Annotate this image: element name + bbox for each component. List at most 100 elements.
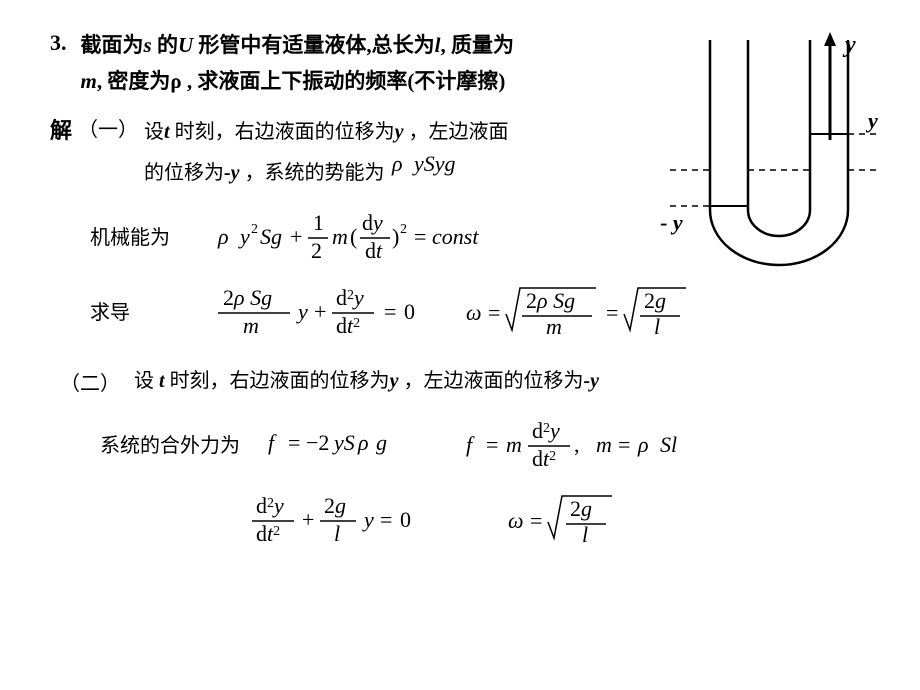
txt: 时刻，右边液面的位移为	[165, 370, 390, 392]
txt: 截面为	[81, 33, 144, 57]
svg-text:d2y: d2y	[532, 418, 560, 443]
svg-text:+: +	[302, 507, 314, 532]
var-rho: ρ	[170, 69, 181, 93]
var-my2: -y	[583, 370, 599, 392]
var-s: s	[144, 33, 152, 57]
eq-diff: 2ρ Sg m y + d2y dt2 = 0	[218, 281, 448, 339]
txt: , 密度为	[97, 69, 171, 93]
label-derivative: 求导	[90, 296, 200, 325]
txt: 形管中有适量液体,总长为	[193, 33, 435, 57]
svg-text:ω: ω	[466, 300, 482, 325]
svg-text:0: 0	[400, 507, 411, 532]
svg-text:m: m	[243, 313, 259, 338]
svg-text:,: ,	[574, 432, 580, 457]
svg-text:y: y	[238, 224, 250, 249]
eq-diff2: d2y dt2 + 2g l y = 0	[250, 489, 460, 547]
svg-text:=: =	[380, 507, 392, 532]
txt: 时刻，右边液面的位移为	[170, 121, 395, 143]
svg-text:2ρ Sg: 2ρ Sg	[223, 285, 272, 310]
problem-number: 3.	[50, 30, 67, 56]
eq-omega-2: ω = 2g l	[508, 486, 658, 550]
svg-text:ρ: ρ	[217, 224, 229, 249]
svg-text:dy: dy	[362, 210, 383, 235]
txt: ，系统的势能为	[240, 162, 385, 184]
svg-text:m: m	[546, 314, 562, 339]
svg-text:ω: ω	[508, 508, 524, 533]
svg-text:l: l	[334, 521, 340, 546]
eq-potential-energy: ρ ySyg	[390, 151, 480, 179]
svg-text:2: 2	[311, 238, 322, 263]
svg-text:ρ: ρ	[357, 430, 369, 455]
svg-text:ySyg: ySyg	[412, 151, 456, 176]
txt: 的位移为	[144, 162, 224, 184]
svg-text:ρ: ρ	[391, 151, 403, 176]
svg-text:dt2: dt2	[336, 313, 360, 338]
minus-y-label: - y	[660, 210, 683, 235]
svg-text:l: l	[582, 522, 588, 547]
svg-text:2ρ Sg: 2ρ Sg	[526, 288, 575, 313]
var-m: m	[81, 69, 97, 93]
svg-text:d2y: d2y	[336, 285, 364, 310]
svg-text:Sl: Sl	[660, 432, 677, 457]
svg-text:=: =	[384, 299, 396, 324]
svg-text:−2: −2	[306, 430, 329, 455]
eq-mechanical-energy: ρ y 2 Sg + 1 2 m ( dy dt ) 2 = const	[218, 206, 518, 264]
svg-text:const: const	[432, 224, 479, 249]
eq-newton: f = m d2y dt2 , m = ρ Sl	[466, 414, 746, 472]
svg-text:y: y	[296, 299, 308, 324]
txt: 的	[152, 33, 178, 57]
solution-text-1: 设t 时刻，右边液面的位移为y ，左边液面 的位移为-y ，系统的势能为 ρ y…	[144, 113, 508, 192]
problem-statement: 截面为s 的U 形管中有适量液体,总长为l, 质量为 m, 密度为ρ , 求液面…	[81, 28, 514, 99]
svg-text:dt2: dt2	[256, 521, 280, 546]
eq-force: f = −2 yS ρ g	[268, 424, 448, 462]
svg-text:1: 1	[313, 210, 324, 235]
txt: , 质量为	[440, 33, 514, 57]
svg-text:+: +	[314, 299, 326, 324]
svg-text:=: =	[288, 430, 300, 455]
method-two-label: （二）	[60, 367, 120, 396]
svg-text:Sg: Sg	[260, 224, 282, 249]
svg-text:): )	[392, 224, 399, 249]
svg-text:=: =	[530, 508, 542, 533]
label-energy: 机械能为	[90, 221, 200, 250]
txt: ，左边液面	[403, 121, 508, 143]
svg-text:2g: 2g	[644, 288, 666, 313]
svg-text:l: l	[654, 314, 660, 339]
txt: 设	[144, 121, 164, 143]
y-right-label: y	[865, 108, 878, 133]
svg-text:2: 2	[251, 222, 258, 237]
svg-text:m: m	[332, 224, 348, 249]
u-tube-diagram: y y - y	[650, 30, 890, 280]
svg-text:d2y: d2y	[256, 493, 284, 518]
solution-label: 解	[50, 113, 72, 145]
svg-text:dt2: dt2	[532, 446, 556, 471]
var-U: U	[178, 33, 193, 57]
svg-text:=: =	[618, 432, 630, 457]
svg-text:2: 2	[400, 222, 407, 237]
solution-text-2: 设 t 时刻，右边液面的位移为y ，左边液面的位移为-y	[134, 362, 599, 400]
label-force: 系统的合外力为	[100, 429, 250, 458]
svg-text:f: f	[268, 430, 277, 455]
svg-text:g: g	[376, 430, 387, 455]
svg-text:=: =	[606, 300, 618, 325]
svg-text:m: m	[506, 432, 522, 457]
u-tube-svg: y y - y	[650, 30, 890, 280]
svg-text:y: y	[362, 507, 374, 532]
txt: ，左边液面的位移为	[398, 370, 583, 392]
svg-text:ρ: ρ	[637, 432, 649, 457]
svg-text:=: =	[488, 300, 500, 325]
svg-text:+: +	[290, 224, 302, 249]
method-one-label: （一）	[78, 113, 138, 142]
svg-text:yS: yS	[332, 430, 355, 455]
svg-text:=: =	[414, 224, 426, 249]
svg-text:=: =	[486, 432, 498, 457]
svg-text:m: m	[596, 432, 612, 457]
txt: , 求液面上下振动的频率(不计摩擦)	[182, 69, 506, 93]
svg-text:dt: dt	[365, 238, 383, 263]
txt: 设	[134, 370, 159, 392]
svg-text:2g: 2g	[324, 493, 346, 518]
svg-text:2g: 2g	[570, 496, 592, 521]
svg-text:0: 0	[404, 299, 415, 324]
var-my: -y	[224, 162, 240, 184]
svg-text:(: (	[350, 224, 357, 249]
